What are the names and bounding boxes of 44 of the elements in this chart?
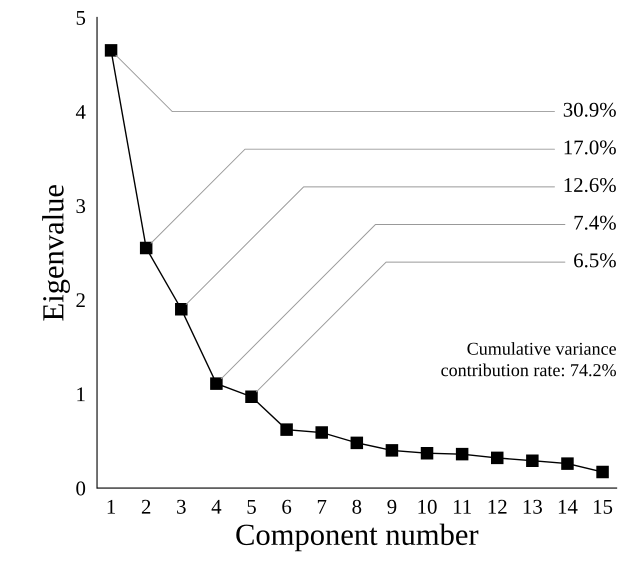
annotation: 6.5% — [574, 253, 616, 268]
point — [490, 452, 504, 464]
point — [280, 423, 293, 436]
x-tick-label: 14 — [558, 500, 578, 514]
annotation: Cumulative variance contribution rate: 74.2% — [441, 342, 616, 376]
point — [175, 302, 188, 316]
point — [561, 457, 574, 470]
x-axis-title: Component number — [236, 524, 478, 552]
x-tick-label: 8 — [352, 500, 362, 514]
annotation: 12.6% — [564, 178, 616, 192]
point — [315, 426, 328, 439]
y-tick-label: 4 — [76, 105, 86, 119]
x-tick-label: 6 — [282, 500, 292, 514]
x-tick-label: 13 — [524, 500, 542, 514]
x-tick-label: 15 — [594, 500, 612, 514]
annotation: 7.4% — [574, 216, 616, 230]
x-tick-label: 7 — [318, 500, 326, 514]
y-tick-label: 1 — [77, 387, 85, 402]
x-tick-label: 5 — [248, 500, 256, 514]
point — [350, 436, 364, 450]
point — [596, 466, 609, 478]
annotation: 17.0% — [564, 140, 616, 155]
x-tick-label: 1 — [108, 500, 116, 514]
y-tick-label: 5 — [76, 11, 86, 25]
y-tick-label: 0 — [76, 481, 86, 496]
point — [140, 242, 152, 254]
y-axis-title: Eigenvalue — [42, 185, 70, 321]
y-tick-label: 3 — [76, 199, 86, 214]
point — [526, 454, 539, 467]
y-tick-label: 2 — [76, 293, 85, 308]
point — [456, 448, 468, 460]
x-tick-label: 10 — [418, 500, 437, 514]
x-tick-label: 9 — [387, 500, 396, 514]
point — [104, 44, 118, 57]
point — [386, 444, 398, 457]
x-tick-label: 12 — [488, 500, 507, 514]
x-tick-label: 3 — [177, 500, 186, 514]
point — [210, 377, 223, 390]
x-tick-label: 11 — [454, 500, 471, 514]
x-tick-label: 4 — [212, 500, 222, 514]
x-tick-label: 2 — [142, 500, 150, 514]
annotation: 30.9% — [564, 102, 616, 117]
point — [420, 446, 434, 460]
point — [245, 390, 258, 403]
